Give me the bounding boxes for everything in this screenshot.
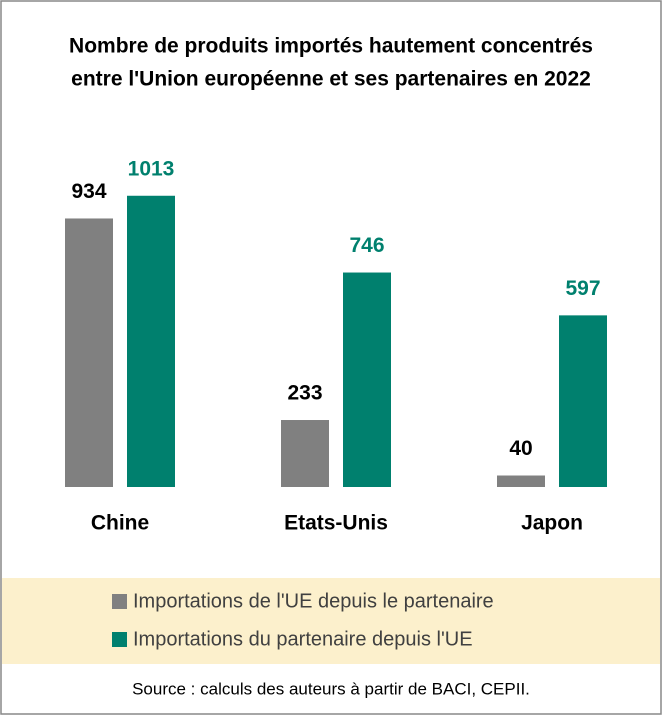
source: Source : calculs des auteurs à partir de…: [132, 679, 530, 698]
bar: [281, 420, 329, 487]
value-label: 40: [509, 437, 532, 460]
legend-label: Importations de l'UE depuis le partenair…: [133, 590, 494, 612]
value-label: 597: [565, 277, 600, 300]
legend-swatch: [112, 632, 127, 647]
value-label: 934: [71, 180, 106, 203]
bar: [127, 195, 175, 487]
x-tick-label: Japon: [521, 512, 583, 535]
chart-title: Nombre de produits importés hautement co…: [69, 35, 593, 58]
x-tick-label: Chine: [91, 512, 149, 535]
value-label: 233: [287, 382, 322, 405]
value-label: 1013: [128, 157, 175, 180]
bar: [65, 218, 113, 487]
chart-title: entre l'Union européenne et ses partenai…: [71, 68, 591, 91]
x-tick-label: Etats-Unis: [284, 512, 388, 535]
bar: [497, 475, 545, 487]
legend-label: Importations du partenaire depuis l'UE: [133, 628, 473, 650]
legend-background: [2, 578, 660, 664]
legend-swatch: [112, 594, 127, 609]
value-label: 746: [349, 234, 384, 257]
bar: [343, 272, 391, 487]
bar: [559, 315, 607, 487]
